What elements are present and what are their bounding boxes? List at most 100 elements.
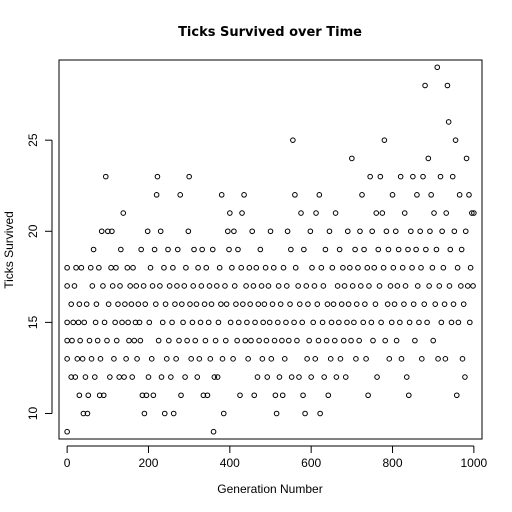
- data-point: [349, 283, 356, 289]
- data-point: [423, 246, 429, 253]
- data-point: [181, 283, 188, 289]
- data-point: [377, 173, 384, 180]
- x-tick-label: 600: [301, 456, 321, 470]
- data-point: [383, 228, 390, 235]
- data-point: [264, 374, 271, 380]
- data-point: [280, 264, 287, 271]
- data-point: [220, 410, 227, 417]
- data-point: [105, 228, 111, 235]
- data-point: [340, 264, 346, 271]
- data-point: [441, 301, 448, 307]
- data-point: [124, 264, 131, 271]
- data-point: [291, 319, 297, 326]
- data-point: [244, 319, 250, 326]
- data-point: [389, 192, 396, 198]
- data-point: [345, 301, 352, 307]
- data-point: [323, 337, 330, 344]
- data-point: [427, 228, 433, 235]
- data-point: [134, 356, 140, 362]
- data-point: [356, 337, 362, 344]
- data-point: [113, 337, 120, 344]
- data-point: [279, 337, 285, 344]
- data-point: [202, 337, 209, 344]
- data-point: [458, 283, 464, 289]
- data-point: [142, 301, 149, 307]
- data-point: [86, 337, 93, 344]
- data-point: [136, 319, 143, 326]
- data-point: [445, 119, 452, 125]
- data-point: [79, 356, 86, 362]
- data-point: [447, 246, 454, 253]
- data-point: [208, 301, 215, 307]
- data-point: [409, 264, 415, 271]
- data-point: [355, 264, 361, 271]
- data-point: [322, 246, 329, 253]
- data-point: [138, 246, 144, 253]
- data-point: [129, 374, 136, 380]
- data-point: [100, 392, 107, 399]
- data-point: [97, 356, 104, 362]
- data-point: [352, 246, 358, 253]
- data-point: [399, 264, 406, 271]
- data-point: [375, 246, 382, 253]
- data-point: [246, 264, 253, 271]
- data-point: [255, 301, 262, 307]
- data-point: [141, 410, 148, 417]
- data-point: [247, 301, 253, 307]
- data-point: [200, 392, 207, 399]
- data-point: [334, 283, 341, 289]
- data-point: [414, 192, 420, 198]
- data-point: [471, 210, 477, 216]
- data-point: [359, 192, 365, 198]
- data-point: [240, 301, 246, 307]
- data-point: [357, 228, 363, 235]
- data-point: [296, 301, 303, 307]
- data-point: [434, 64, 441, 71]
- data-point: [96, 264, 102, 271]
- data-point: [74, 356, 81, 362]
- data-point: [283, 283, 290, 289]
- data-point: [184, 337, 190, 344]
- data-point: [328, 319, 335, 326]
- data-point: [361, 246, 367, 253]
- data-point: [249, 228, 255, 235]
- data-point: [387, 283, 394, 289]
- data-point: [392, 228, 399, 235]
- data-point: [270, 264, 277, 271]
- data-point: [381, 137, 388, 143]
- data-point: [85, 392, 92, 399]
- data-point: [306, 337, 312, 344]
- data-point: [182, 374, 188, 380]
- data-point: [330, 301, 337, 307]
- data-point: [112, 319, 118, 326]
- data-point: [348, 337, 354, 344]
- data-point: [77, 337, 83, 344]
- data-point: [284, 228, 291, 235]
- data-point: [252, 319, 258, 326]
- data-point: [267, 228, 274, 235]
- data-point: [311, 283, 318, 289]
- data-point: [204, 392, 211, 399]
- data-point: [370, 337, 376, 344]
- data-point: [431, 210, 437, 216]
- data-point: [143, 392, 150, 399]
- data-point: [421, 301, 428, 307]
- data-point: [165, 246, 171, 253]
- data-point: [316, 192, 323, 198]
- data-point: [128, 301, 135, 307]
- data-point: [303, 283, 310, 289]
- data-point: [374, 374, 380, 380]
- data-point: [82, 374, 89, 380]
- data-point: [260, 319, 266, 326]
- data-point: [366, 283, 372, 289]
- data-point: [376, 283, 383, 289]
- data-point: [227, 319, 234, 326]
- data-point: [287, 301, 293, 307]
- data-point: [430, 337, 436, 344]
- data-point: [337, 356, 344, 362]
- data-point: [187, 301, 193, 307]
- data-point: [78, 264, 85, 271]
- x-tick-label: 200: [138, 456, 158, 470]
- data-point: [272, 392, 279, 399]
- data-point: [353, 356, 359, 362]
